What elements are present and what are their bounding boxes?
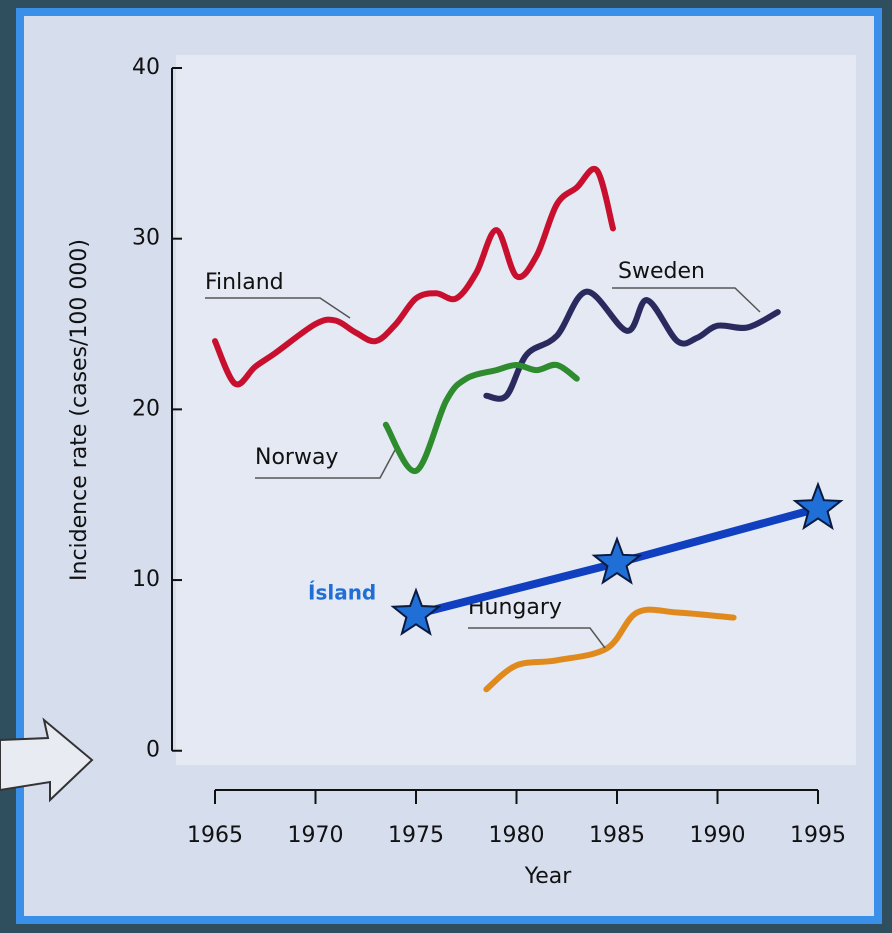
- x-tick-label: 1985: [589, 823, 645, 848]
- series-label: Norway: [255, 445, 338, 470]
- x-tick-label: 1995: [790, 823, 846, 848]
- x-axis-label: Year: [524, 864, 573, 889]
- leader-line: [612, 287, 761, 313]
- star-marker: [792, 481, 844, 531]
- plot-area: [176, 55, 856, 765]
- x-tick-label: 1990: [690, 823, 746, 848]
- x-tick-label: 1980: [489, 823, 545, 848]
- pointer-arrow: [0, 717, 94, 803]
- leader-line: [205, 297, 351, 319]
- star-marker: [390, 587, 442, 636]
- series-line: [212, 165, 616, 388]
- series-label: Ísland: [308, 581, 376, 605]
- y-tick-label: 0: [146, 738, 160, 763]
- leader-line: [255, 449, 396, 479]
- leader-line: [468, 627, 606, 649]
- series-label: Finland: [205, 270, 284, 295]
- x-tick-label: 1965: [187, 823, 243, 848]
- y-tick-label: 30: [132, 226, 160, 251]
- series-line: [382, 361, 580, 474]
- y-tick-label: 20: [132, 396, 160, 421]
- series-label: Sweden: [618, 259, 705, 284]
- x-tick-label: 1975: [388, 823, 444, 848]
- series-line: [483, 606, 737, 693]
- y-axis-label: Incidence rate (cases/100 000): [67, 239, 92, 581]
- y-tick-label: 10: [132, 567, 160, 592]
- x-tick-label: 1970: [288, 823, 344, 848]
- y-tick-label: 40: [132, 55, 160, 80]
- star-marker: [591, 536, 643, 585]
- series-line: [483, 288, 781, 402]
